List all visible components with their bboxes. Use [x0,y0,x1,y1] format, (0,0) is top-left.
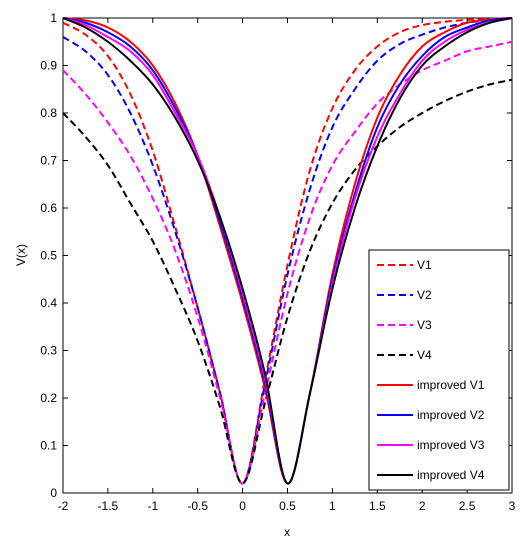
series-line-v1 [62,17,513,485]
y-tick-label: 0.7 [40,154,57,168]
legend-label-v4: V4 [417,348,432,362]
legend-label-improved-v2: improved V2 [417,408,485,422]
x-tick-label: -1 [147,499,158,513]
legend-label-v2: V2 [417,288,432,302]
x-tick-label: -0.5 [187,499,208,513]
legend-label-improved-v1: improved V1 [417,378,485,392]
x-tick-label: 0.5 [279,499,296,513]
y-tick-label: 0.1 [40,439,57,453]
y-tick-label: 0.6 [40,201,57,215]
series-layer [62,17,513,485]
x-tick-label: 1.5 [369,499,386,513]
legend: V1 V2 V3 V4 improved V1 improved V2 improved V… [368,249,510,491]
ticks-layer: -2 -1.5 -1 -0.5 0 0.5 1 1.5 2 2.5 3 0 0.1 0.2 0.3 0.4 0.… [40,11,515,513]
series-line-improved-v4 [62,17,513,485]
legend-box [368,249,510,491]
x-tick-label: 0 [239,499,246,513]
series-line-v4 [62,78,513,485]
series-line-v2 [62,17,513,485]
x-axis-label: x [284,525,290,539]
y-tick-label: 0.5 [40,249,57,263]
x-tick-label: 2.5 [459,499,476,513]
series-line-v3 [62,40,513,485]
legend-label-v1: V1 [417,258,432,272]
legend-label-improved-v4: improved V4 [417,468,485,482]
y-tick-label: 0 [50,486,57,500]
legend-label-v3: V3 [417,318,432,332]
y-tick-label: 0.3 [40,344,57,358]
y-tick-label: 1 [50,11,57,25]
y-axis-label: V(x) [14,244,28,266]
y-tick-label: 0.8 [40,106,57,120]
x-tick-label: 1 [329,499,336,513]
y-tick-label: 0.2 [40,391,57,405]
y-tick-label: 0.9 [40,59,57,73]
legend-label-improved-v3: improved V3 [417,438,485,452]
x-tick-label: -2 [58,499,69,513]
x-tick-label: 2 [419,499,426,513]
x-tick-label: -1.5 [98,499,119,513]
x-tick-label: 3 [509,499,516,513]
y-tick-label: 0.4 [40,296,57,310]
